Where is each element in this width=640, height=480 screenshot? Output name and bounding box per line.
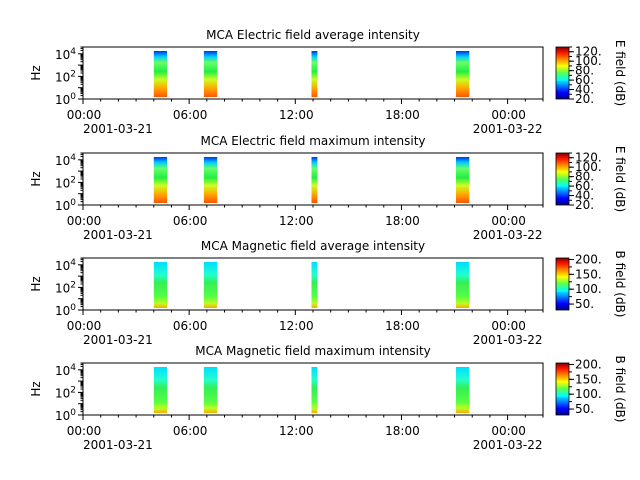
colorbar-tick-label: 200.: [575, 357, 602, 371]
x-tick-label: 06:00: [173, 214, 208, 228]
data-strip-2: [203, 367, 218, 413]
x-tick-label: 12:00: [279, 424, 314, 438]
data-strip-1: [153, 367, 168, 413]
colorbar: [555, 46, 570, 100]
data-strip-2: [203, 157, 218, 203]
x-date-label-end: 2001-03-22: [473, 438, 543, 452]
data-strip-1: [153, 157, 168, 203]
x-tick-label: 12:00: [279, 108, 314, 122]
data-strip-3: [311, 367, 318, 413]
x-tick-label: 00:00: [491, 108, 526, 122]
x-tick-label: 18:00: [385, 424, 420, 438]
y-tick-label: 100: [55, 408, 76, 423]
x-tick-label: 12:00: [279, 319, 314, 333]
y-tick-label: 104: [55, 47, 76, 62]
data-strip-1: [153, 51, 168, 97]
colorbar-label: B field (dB): [613, 251, 627, 318]
x-tick-label: 18:00: [385, 319, 420, 333]
y-tick-label: 102: [55, 280, 76, 295]
colorbar-tick-label: 120.: [575, 151, 602, 165]
data-strip-4: [456, 262, 470, 308]
x-tick-label: 00:00: [491, 214, 526, 228]
colorbar-tick-label: 80.: [575, 64, 594, 78]
colorbar-tick-label: 50.: [575, 402, 594, 416]
colorbar-tick-label: 150.: [575, 372, 602, 386]
data-strip-1: [153, 262, 168, 308]
y-tick-label: 104: [55, 153, 76, 168]
panel-title: MCA Electric field average intensity: [206, 28, 420, 42]
y-axis-label: Hz: [29, 171, 43, 186]
data-strip-4: [456, 51, 470, 97]
colorbar: [555, 362, 570, 416]
x-tick-label: 12:00: [279, 214, 314, 228]
colorbar-tick-label: 20.: [575, 198, 594, 212]
y-axis-label: Hz: [29, 65, 43, 80]
data-strip-3: [311, 157, 318, 203]
colorbar-tick-label: 80.: [575, 170, 594, 184]
colorbar-tick-label: 50.: [575, 297, 594, 311]
x-tick-label: 00:00: [491, 424, 526, 438]
colorbar-tick-label: 60.: [575, 73, 594, 87]
data-strip-4: [456, 367, 470, 413]
colorbar-tick-label: 40.: [575, 83, 594, 97]
colorbar-label: E field (dB): [613, 40, 627, 106]
x-date-label-start: 2001-03-21: [83, 333, 153, 347]
panel-title: MCA Magnetic field maximum intensity: [195, 344, 431, 358]
data-strip-3: [311, 51, 318, 97]
y-tick-label: 102: [55, 385, 76, 400]
data-strip-2: [203, 262, 218, 308]
y-tick-label: 104: [55, 258, 76, 273]
panel-2: MCA Electric field maximum intensity 00:0…: [29, 134, 627, 242]
panel-3: MCA Magnetic field average intensity 00:0…: [29, 239, 627, 347]
x-tick-label: 00:00: [67, 319, 102, 333]
panel-1: MCA Electric field average intensity 00:0…: [29, 28, 627, 136]
colorbar-tick-label: 100.: [575, 54, 602, 68]
y-axis-label: Hz: [29, 381, 43, 396]
x-tick-label: 18:00: [385, 214, 420, 228]
colorbar-tick-label: 100.: [575, 160, 602, 174]
x-date-label-end: 2001-03-22: [473, 333, 543, 347]
x-tick-label: 18:00: [385, 108, 420, 122]
colorbar-tick-label: 150.: [575, 267, 602, 281]
y-tick-label: 102: [55, 69, 76, 84]
x-tick-label: 00:00: [67, 214, 102, 228]
x-tick-label: 06:00: [173, 424, 208, 438]
colorbar-label: B field (dB): [613, 356, 627, 423]
panel-4: MCA Magnetic field maximum intensity 00:0…: [29, 344, 627, 452]
x-tick-label: 00:00: [67, 108, 102, 122]
y-axis-label: Hz: [29, 276, 43, 291]
colorbar-tick-label: 200.: [575, 252, 602, 266]
x-date-label-end: 2001-03-22: [473, 122, 543, 136]
x-tick-label: 00:00: [491, 319, 526, 333]
colorbar-tick-label: 100.: [575, 282, 602, 296]
data-strip-4: [456, 157, 470, 203]
x-date-label-end: 2001-03-22: [473, 228, 543, 242]
panel-title: MCA Magnetic field average intensity: [201, 239, 425, 253]
x-date-label-start: 2001-03-21: [83, 438, 153, 452]
y-tick-label: 104: [55, 363, 76, 378]
x-tick-label: 00:00: [67, 424, 102, 438]
colorbar-label: E field (dB): [613, 146, 627, 212]
data-strip-2: [203, 51, 218, 97]
data-strip-3: [311, 262, 318, 308]
colorbar-tick-label: 20.: [575, 92, 594, 106]
y-tick-label: 100: [55, 198, 76, 213]
x-tick-label: 06:00: [173, 319, 208, 333]
colorbar-tick-label: 120.: [575, 45, 602, 59]
y-tick-label: 100: [55, 303, 76, 318]
colorbar-tick-label: 40.: [575, 189, 594, 203]
panel-title: MCA Electric field maximum intensity: [200, 134, 425, 148]
x-date-label-start: 2001-03-21: [83, 122, 153, 136]
colorbar-tick-label: 100.: [575, 387, 602, 401]
colorbar-tick-label: 60.: [575, 179, 594, 193]
x-date-label-start: 2001-03-21: [83, 228, 153, 242]
colorbar: [555, 257, 570, 311]
x-tick-label: 06:00: [173, 108, 208, 122]
colorbar: [555, 152, 570, 206]
y-tick-label: 102: [55, 175, 76, 190]
y-tick-label: 100: [55, 92, 76, 107]
